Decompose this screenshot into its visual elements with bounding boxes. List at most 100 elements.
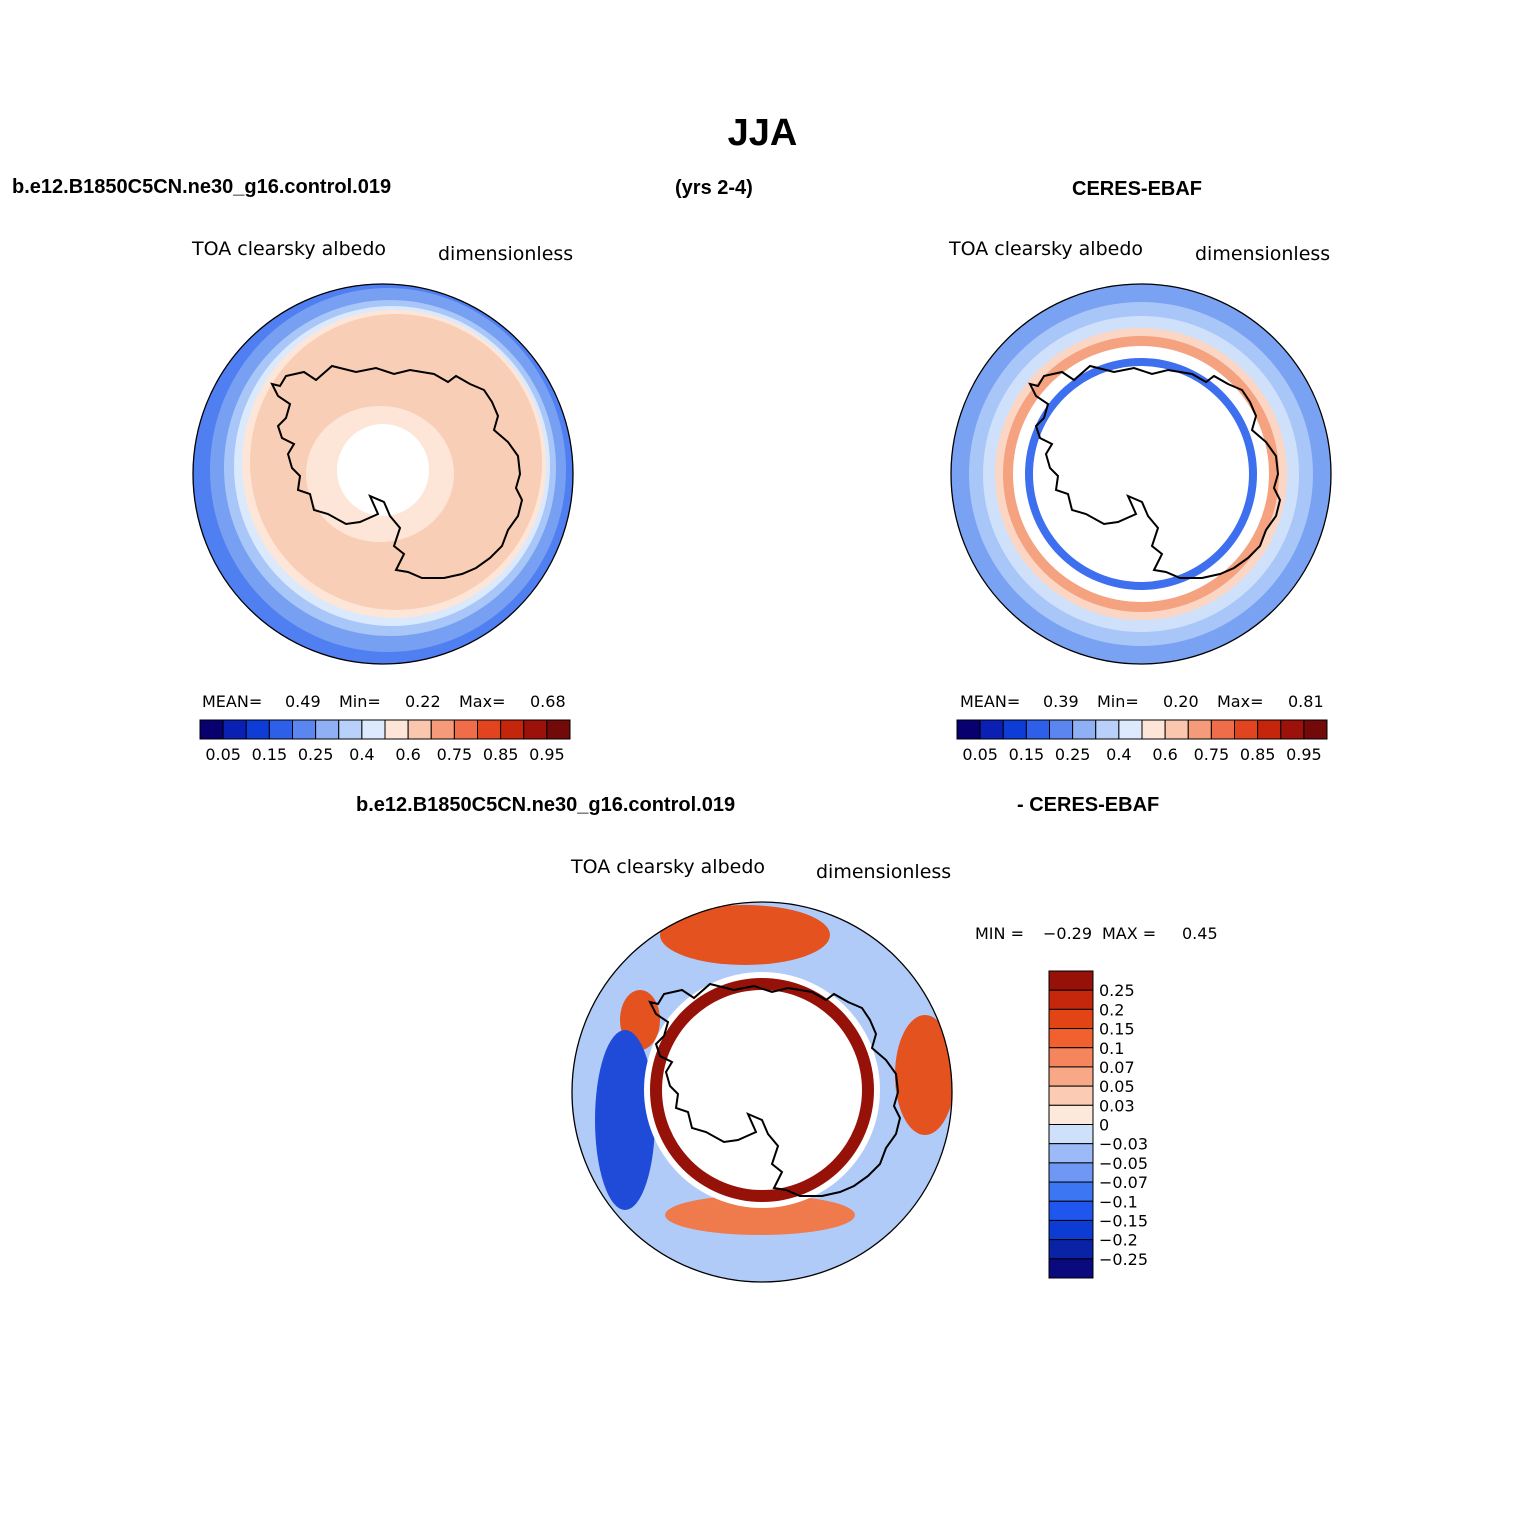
colorbar-swatch xyxy=(1048,1219,1094,1241)
colorbar-tick-label: 0.03 xyxy=(1099,1096,1135,1115)
colorbar-swatch xyxy=(1048,1028,1094,1049)
diff-min-value: −0.29 xyxy=(1043,924,1093,943)
colorbar-tick-label: −0.07 xyxy=(1099,1173,1148,1192)
case-name-label: b.e12.B1850C5CN.ne30_g16.control.019 xyxy=(12,176,392,198)
colorbar-tick-label: 0.05 xyxy=(962,745,998,764)
obs-mean-value: 0.39 xyxy=(1043,692,1079,711)
colorbar-tick-label: 0.15 xyxy=(252,745,288,764)
diff-min-label: MIN = xyxy=(975,924,1024,943)
colorbar-tick-label: −0.15 xyxy=(1099,1211,1148,1230)
diff-case-name-label: b.e12.B1850C5CN.ne30_g16.control.019 xyxy=(356,794,736,816)
figure-title: JJA xyxy=(727,112,798,154)
colorbar-tick-label: −0.03 xyxy=(1099,1135,1148,1154)
model-colorbar: 0.05 0.15 0.25 0.4 0.6 0.75 0.85 0.95 xyxy=(199,719,571,764)
model-mean-label: MEAN= xyxy=(202,692,263,711)
colorbar-swatch xyxy=(1048,1162,1094,1183)
colorbar-tick-label: 0.6 xyxy=(1152,745,1177,764)
colorbar-tick-label: −0.25 xyxy=(1099,1250,1148,1269)
obs-name-label: CERES-EBAF xyxy=(1072,178,1203,200)
colorbar-tick-label: 0.2 xyxy=(1099,1000,1124,1019)
colorbar-swatch xyxy=(1187,719,1212,740)
colorbar-swatch xyxy=(268,719,293,740)
colorbar-tick-label: 0.05 xyxy=(205,745,241,764)
colorbar-swatch xyxy=(1234,719,1259,740)
colorbar-tick-label: 0.95 xyxy=(529,745,565,764)
colorbar-tick-label: 0.75 xyxy=(437,745,473,764)
colorbar-swatch xyxy=(1303,719,1328,740)
colorbar-swatch xyxy=(1048,989,1094,1010)
colorbar-swatch xyxy=(1048,1047,1094,1068)
colorbar-tick-label: −0.2 xyxy=(1099,1231,1138,1250)
colorbar-tick-label: 0.85 xyxy=(1240,745,1276,764)
colorbar-swatch xyxy=(1048,1239,1094,1260)
colorbar-tick-label: 0.4 xyxy=(1106,745,1131,764)
obs-max-label: Max= xyxy=(1217,692,1264,711)
obs-max-value: 0.81 xyxy=(1288,692,1324,711)
obs-min-value: 0.20 xyxy=(1163,692,1199,711)
model-min-label: Min= xyxy=(339,692,381,711)
colorbar-swatch xyxy=(1049,719,1074,740)
colorbar-swatch xyxy=(1048,1200,1094,1221)
model-units-label: dimensionless xyxy=(438,243,574,265)
colorbar-swatch xyxy=(453,719,478,740)
colorbar-tick-label: 0.15 xyxy=(1099,1020,1135,1039)
colorbar-swatch xyxy=(430,719,455,740)
colorbar-swatch xyxy=(1048,1181,1094,1202)
colorbar-tick-label: 0.05 xyxy=(1099,1077,1135,1096)
colorbar-tick-label: 0 xyxy=(1099,1116,1109,1135)
model-variable-label: TOA clearsky albedo xyxy=(192,238,386,260)
colorbar-swatch xyxy=(199,719,224,740)
colorbar-swatch xyxy=(1048,1085,1094,1106)
colorbar-swatch xyxy=(1072,719,1097,740)
model-min-value: 0.22 xyxy=(405,692,441,711)
diff-max-value: 0.45 xyxy=(1182,924,1218,943)
diff-max-label: MAX = xyxy=(1102,924,1157,943)
colorbar-tick-label: −0.05 xyxy=(1099,1154,1148,1173)
colorbar-swatch xyxy=(222,719,247,740)
colorbar-swatch xyxy=(1002,719,1027,740)
colorbar-swatch xyxy=(1048,1104,1094,1125)
colorbar-swatch xyxy=(1118,719,1143,740)
model-max-value: 0.68 xyxy=(530,692,566,711)
colorbar-swatch xyxy=(245,719,270,740)
colorbar-swatch xyxy=(361,719,386,740)
colorbar-swatch xyxy=(1048,1124,1094,1145)
model-max-label: Max= xyxy=(459,692,506,711)
colorbar-swatch xyxy=(1048,1258,1094,1279)
obs-map xyxy=(950,283,1332,665)
colorbar-tick-label: 0.25 xyxy=(1055,745,1091,764)
colorbar-tick-label: −0.1 xyxy=(1099,1192,1138,1211)
diff-obs-name-label: - CERES-EBAF xyxy=(1017,794,1160,816)
colorbar-swatch xyxy=(384,719,409,740)
obs-min-label: Min= xyxy=(1097,692,1139,711)
colorbar-tick-label: 0.1 xyxy=(1099,1039,1124,1058)
years-label: (yrs 2-4) xyxy=(675,177,753,199)
colorbar-swatch xyxy=(546,719,571,740)
colorbar-swatch xyxy=(1048,1008,1094,1030)
diff-units-label: dimensionless xyxy=(816,861,952,883)
colorbar-swatch xyxy=(338,719,363,740)
obs-mean-label: MEAN= xyxy=(960,692,1021,711)
colorbar-swatch xyxy=(1048,970,1094,991)
diff-colorbar: 0.250.20.150.10.070.050.030−0.03−0.05−0.… xyxy=(1048,970,1148,1279)
diff-variable-label: TOA clearsky albedo xyxy=(571,856,765,878)
colorbar-swatch xyxy=(500,719,525,740)
obs-colorbar: 0.05 0.15 0.25 0.4 0.6 0.75 0.85 0.95 xyxy=(956,719,1328,764)
model-map xyxy=(192,283,574,665)
model-mean-value: 0.49 xyxy=(285,692,321,711)
colorbar-swatch xyxy=(1257,719,1282,740)
colorbar-tick-label: 0.25 xyxy=(1099,981,1135,1000)
colorbar-tick-label: 0.85 xyxy=(483,745,519,764)
colorbar-swatch xyxy=(1048,1066,1094,1087)
colorbar-tick-label: 0.4 xyxy=(349,745,374,764)
obs-variable-label: TOA clearsky albedo xyxy=(949,238,1143,260)
colorbar-tick-label: 0.25 xyxy=(298,745,334,764)
obs-units-label: dimensionless xyxy=(1195,243,1331,265)
diff-map xyxy=(571,901,953,1283)
colorbar-swatch xyxy=(523,719,548,740)
colorbar-swatch xyxy=(1095,719,1120,740)
colorbar-swatch xyxy=(315,719,340,740)
colorbar-swatch xyxy=(979,719,1004,740)
colorbar-swatch xyxy=(1280,719,1305,740)
